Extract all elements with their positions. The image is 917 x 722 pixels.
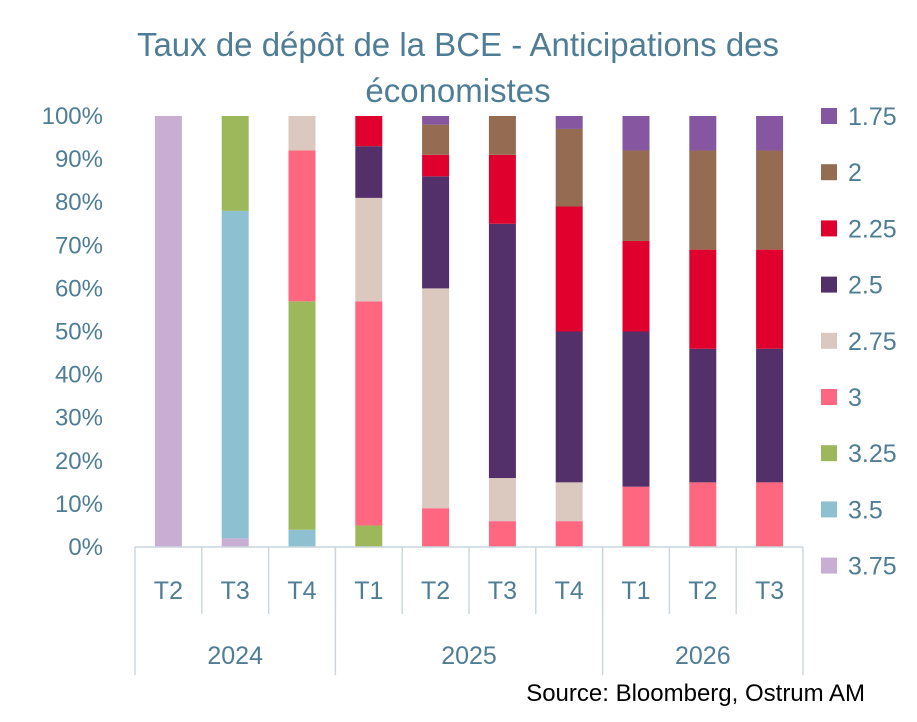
bar-segment-3.5 <box>288 529 316 547</box>
bar-segment-2.75 <box>555 482 583 522</box>
bar-segment-2.25 <box>488 154 516 224</box>
bar-segment-2.5 <box>689 348 717 483</box>
x-group-label: 2025 <box>441 642 497 670</box>
x-tick-label: T2 <box>688 577 717 605</box>
bar-segment-2.75 <box>488 478 516 522</box>
x-tick-label: T1 <box>354 577 383 605</box>
y-tick-label: 60% <box>55 275 103 302</box>
bar-segment-2.5 <box>488 223 516 479</box>
bar-segment-3.25 <box>355 525 383 547</box>
bar-segment-2.5 <box>555 331 583 483</box>
bar-segment-2.5 <box>756 348 784 483</box>
bar-segment-1.75 <box>622 116 650 151</box>
bar-segment-2.75 <box>355 197 383 302</box>
bar-segment-2.75 <box>288 116 316 151</box>
bar-segment-3.5 <box>221 210 249 539</box>
legend: 1.75 2 2.25 2.5 2.75 3 3.25 3.5 3.75 <box>821 103 897 581</box>
legend-label: 2.25 <box>848 215 897 243</box>
legend-label: 1.75 <box>848 103 897 131</box>
y-tick-label: 100% <box>42 103 103 130</box>
x-tick-label: T3 <box>755 577 784 605</box>
bar-segment-2.5 <box>622 331 650 487</box>
bar-segment-2 <box>488 116 516 155</box>
bar-segment-3 <box>288 150 316 302</box>
bar-segment-1.75 <box>756 116 784 151</box>
legend-swatch <box>821 220 837 237</box>
legend-swatch <box>821 108 837 124</box>
bar-segment-3 <box>689 482 717 547</box>
y-tick-label: 20% <box>55 448 103 475</box>
legend-swatch <box>821 557 837 574</box>
y-axis: 0% 10% 20% 30% 40% 50% 60% 70% 80% 90% 100% <box>42 103 103 561</box>
x-tick-label: T2 <box>154 577 183 605</box>
bar-segment-2.25 <box>555 206 583 332</box>
y-tick-label: 80% <box>55 189 103 216</box>
bar-segment-3.25 <box>221 116 249 211</box>
bar-segment-2 <box>689 150 717 250</box>
legend-label: 3.5 <box>848 496 883 524</box>
chart-title-line-1: Taux de dépôt de la BCE - Anticipations … <box>137 26 779 63</box>
plot-area <box>154 116 784 547</box>
bar-segment-3 <box>756 482 784 547</box>
legend-swatch <box>821 164 837 181</box>
legend-label: 2 <box>848 159 862 187</box>
y-tick-label: 70% <box>55 232 103 259</box>
bar-segment-2.25 <box>689 249 717 349</box>
bar-segment-2.25 <box>622 240 650 332</box>
y-tick-label: 10% <box>55 491 103 518</box>
bar-segment-2.25 <box>756 249 784 349</box>
bar-segment-2.5 <box>355 146 383 198</box>
legend-swatch <box>821 445 837 462</box>
source-note: Source: Bloomberg, Ostrum AM <box>526 680 865 707</box>
legend-label: 2.5 <box>848 272 883 300</box>
legend-label: 3.25 <box>848 440 897 468</box>
x-tick-label: T1 <box>621 577 650 605</box>
legend-swatch <box>821 332 837 349</box>
chart-title-line-2: économistes <box>365 72 550 109</box>
bar-segment-3 <box>622 486 650 547</box>
bar-segment-2.75 <box>422 288 450 509</box>
x-tick-label: T4 <box>287 577 316 605</box>
bar-segment-3 <box>555 521 583 547</box>
bar-segment-1.75 <box>422 116 450 125</box>
x-group-label: 2026 <box>675 642 731 670</box>
y-tick-label: 40% <box>55 362 103 389</box>
bar-segment-2 <box>622 150 650 241</box>
legend-label: 3.75 <box>848 553 897 581</box>
bar-segment-2 <box>756 150 784 250</box>
bar-segment-2.25 <box>355 116 383 147</box>
bar-segment-1.75 <box>689 116 717 151</box>
bar-segment-2.25 <box>422 154 450 177</box>
legend-label: 2.75 <box>848 328 897 356</box>
bar-segment-2 <box>555 128 583 207</box>
x-tick-label: T3 <box>488 577 517 605</box>
bar-segment-3 <box>422 508 450 547</box>
x-tick-label: T4 <box>555 577 584 605</box>
legend-swatch <box>821 389 837 405</box>
legend-swatch <box>821 276 837 293</box>
bar-segment-3.75 <box>154 116 182 547</box>
y-tick-label: 90% <box>55 146 103 173</box>
bar-segment-3.75 <box>221 538 249 547</box>
bar-segment-2.5 <box>422 176 450 289</box>
bar-segment-3.25 <box>288 301 316 530</box>
y-tick-label: 50% <box>55 319 103 346</box>
x-group-label: 2024 <box>207 642 263 670</box>
y-tick-label: 0% <box>68 534 103 561</box>
legend-swatch <box>821 501 837 518</box>
legend-label: 3 <box>848 384 862 412</box>
bar-segment-3 <box>488 521 516 547</box>
bar-segment-3 <box>355 301 383 526</box>
x-tick-label: T3 <box>221 577 250 605</box>
x-tick-label: T2 <box>421 577 450 605</box>
bar-segment-1.75 <box>555 116 583 129</box>
y-tick-label: 30% <box>55 405 103 432</box>
bar-segment-2 <box>422 124 450 155</box>
x-axis: T2 T3 T4 T1 T2 T3 T4 T1 T2 T3 2024 2025 2026 <box>134 546 804 675</box>
